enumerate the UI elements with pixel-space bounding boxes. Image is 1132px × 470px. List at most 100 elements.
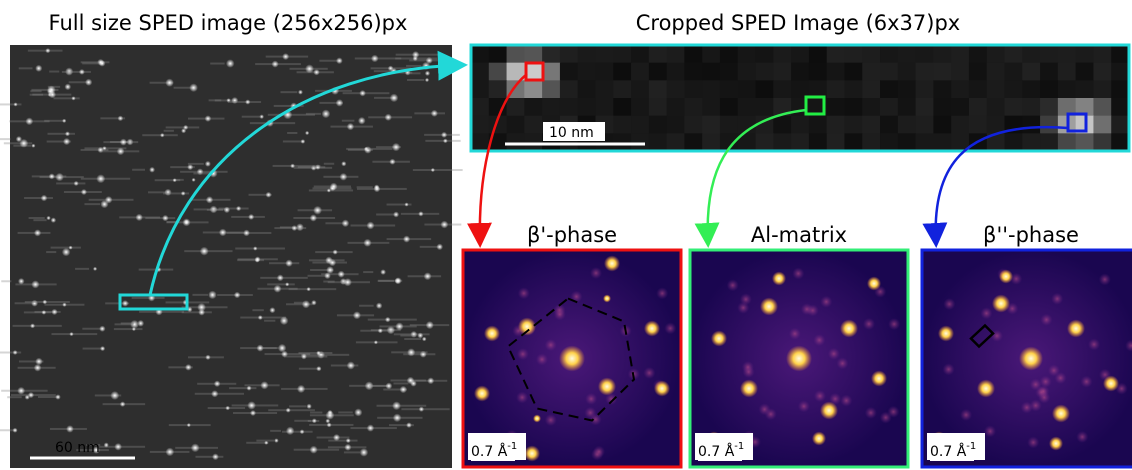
weak-spot [765,408,777,420]
streak [274,227,306,229]
streak [400,335,416,337]
precipitate [310,446,318,454]
pixel [809,116,827,134]
pixel [631,45,649,63]
pixel [951,116,969,134]
pixel [702,63,720,81]
pixel [969,98,987,116]
precipitate [385,114,392,121]
pixel [773,63,791,81]
spot [603,295,611,303]
streak [33,219,46,221]
precipitate [277,274,284,281]
precipitate [96,174,105,183]
weak-spot [727,279,739,291]
pattern-label: β''-phase [983,223,1079,247]
pixel [507,116,525,134]
streak [46,251,56,253]
streak [317,437,350,439]
pixel [844,80,862,98]
pixel [862,116,880,134]
pixel [916,116,934,134]
streak [342,120,355,122]
streak [240,317,286,319]
streak [51,333,97,335]
pixel [862,80,880,98]
weak-spot [740,293,752,305]
pixel [471,80,489,98]
precipitate [427,377,434,384]
precipitate [325,411,334,420]
spot [654,381,670,397]
pixel [1058,80,1076,98]
precipitate [245,99,250,104]
pixel [1005,80,1023,98]
pixel [862,45,880,63]
precipitate [247,386,252,391]
streak [338,411,352,413]
weak-spot [865,407,877,419]
pixel [578,63,596,81]
pixel [560,80,578,98]
precipitate [71,96,75,100]
precipitate [69,246,73,250]
precipitate [247,401,256,410]
spot [840,320,858,338]
precipitate [330,183,338,191]
precipitate [374,340,378,344]
precipitate [360,448,369,457]
precipitate [13,350,18,355]
spot [1052,405,1070,423]
streak [404,338,421,340]
weak-spot [1021,402,1033,414]
pixel [933,116,951,134]
precipitate [376,302,383,309]
pixel [702,98,720,116]
precipitate [392,401,401,410]
streak [228,101,261,103]
precipitate [160,133,164,137]
spot [812,432,826,446]
streak [406,65,421,67]
pixel [1022,80,1040,98]
precipitate [250,410,256,416]
pixel [916,133,934,151]
precipitate [380,269,386,275]
pixel [951,45,969,63]
pixel [880,45,898,63]
precipitate [243,230,250,237]
weak-spot [585,393,597,405]
precipitate [353,311,361,319]
scale-text: 0.7 Å [471,443,508,460]
pixel [1040,133,1058,151]
spot [992,295,1010,313]
streak [346,148,392,150]
precipitate [418,211,423,216]
precipitate [12,428,17,433]
pixel [489,63,507,81]
weak-spot [590,267,602,279]
streak [0,352,21,354]
precipitate [436,244,443,251]
weak-spot [1076,431,1088,443]
pixel [1076,133,1094,151]
pixel [1058,63,1076,81]
pixel [987,98,1005,116]
pixel [702,116,720,134]
precipitate [443,139,448,144]
precipitate [347,361,355,369]
pixel [631,63,649,81]
precipitate [74,181,79,186]
pixel [933,63,951,81]
pixel [987,80,1005,98]
precipitate [81,189,87,195]
pixel [631,80,649,98]
weak-spot [789,328,801,340]
pixel [1022,98,1040,116]
precipitate [63,138,70,145]
precipitate [389,159,395,165]
streak [192,294,208,296]
streak [289,288,337,290]
spot [484,326,500,342]
precipitate [234,292,241,299]
